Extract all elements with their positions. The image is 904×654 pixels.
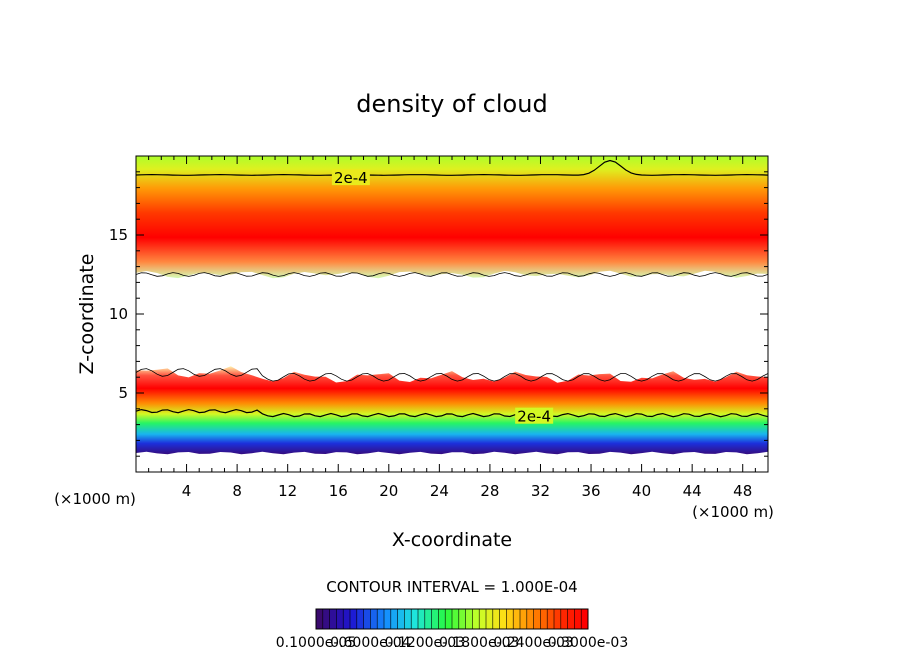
colorbar-frame bbox=[315, 608, 589, 630]
x-tick-label: 24 bbox=[430, 482, 449, 500]
upper-cloud-layer bbox=[136, 156, 768, 279]
colorbar-cell bbox=[560, 609, 569, 629]
colorbar-cell bbox=[445, 609, 453, 629]
colorbar-cell bbox=[329, 609, 337, 629]
colorbar-cell bbox=[513, 609, 521, 629]
colorbar-cell bbox=[554, 609, 562, 629]
cloud-density-field bbox=[136, 156, 768, 472]
colorbar-tick-label: 0.6000e-04 bbox=[330, 635, 411, 651]
colorbar-cell bbox=[397, 609, 405, 629]
colorbar-cell bbox=[472, 609, 480, 629]
x-axis-title: X-coordinate bbox=[392, 529, 512, 551]
colorbar-cell bbox=[533, 609, 541, 629]
colorbar-cell bbox=[499, 609, 507, 629]
colorbar-cell bbox=[540, 609, 548, 629]
x-tick-label: 48 bbox=[733, 482, 752, 500]
contour-label: 2e-4 bbox=[334, 169, 368, 187]
x-tick-label: 16 bbox=[329, 482, 348, 500]
x-tick-label: 8 bbox=[232, 482, 242, 500]
lower-cloud-layer bbox=[136, 366, 768, 455]
colorbar-cell bbox=[492, 609, 501, 629]
colorbar-cell bbox=[411, 609, 419, 629]
x-tick-label: 44 bbox=[683, 482, 702, 500]
contour-lines: 2e-4 2e-4 bbox=[135, 159, 769, 426]
x-unit-label: (×1000 m) bbox=[692, 503, 774, 521]
colorbar-cell bbox=[438, 609, 446, 629]
x-tick-label: 12 bbox=[278, 482, 297, 500]
colorbar-cell bbox=[404, 609, 412, 629]
colorbar-cell bbox=[520, 609, 528, 629]
colorbar-cell bbox=[363, 609, 371, 629]
colorbar-tick-label: 0.1200e-03 bbox=[385, 635, 465, 651]
colorbar-cell bbox=[431, 609, 439, 629]
colorbar-cell bbox=[343, 609, 351, 629]
colorbar-cell bbox=[526, 609, 535, 629]
colorbar-cell bbox=[384, 609, 392, 629]
y-axis-ticks: 5 10 15 bbox=[109, 171, 768, 457]
colorbar-cell bbox=[574, 609, 582, 629]
x-tick-label: 28 bbox=[480, 482, 499, 500]
colorbar-cell bbox=[506, 609, 514, 629]
colorbar-tick-labels: 0.1000e-050.6000e-040.1200e-030.1800e-03… bbox=[276, 635, 628, 651]
colorbar-cell bbox=[458, 609, 467, 629]
colorbar-cell bbox=[479, 609, 487, 629]
colorbar bbox=[315, 608, 589, 630]
contour-line-lower bbox=[135, 408, 769, 418]
x-tick-label: 32 bbox=[531, 482, 550, 500]
x-tick-label: 40 bbox=[632, 482, 651, 500]
colorbar-tick-label: 0.2400e-03 bbox=[493, 635, 573, 651]
colorbar-cell bbox=[377, 609, 385, 629]
colorbar-cell bbox=[486, 609, 494, 629]
z-unit-label: (×1000 m) bbox=[54, 490, 136, 508]
colorbar-cell bbox=[465, 609, 473, 629]
y-tick-label: 5 bbox=[118, 384, 128, 402]
colorbar-cell bbox=[322, 609, 331, 629]
y-tick-label: 10 bbox=[109, 305, 128, 323]
contour-label: 2e-4 bbox=[517, 408, 551, 426]
contour-line-lower-top bbox=[135, 368, 769, 382]
colorbar-cell bbox=[581, 609, 589, 629]
x-axis-ticks: 4 8 12 16 20 24 28 32 36 40 44 48 bbox=[148, 156, 756, 500]
colorbar-tick-label: 0.3000e-03 bbox=[548, 635, 628, 651]
colorbar-cell bbox=[316, 609, 324, 629]
colorbar-cell bbox=[452, 609, 460, 629]
chart-title: density of cloud bbox=[356, 90, 547, 118]
colorbar-cell bbox=[370, 609, 378, 629]
contour-line-upper bbox=[135, 159, 769, 176]
contour-label-bg bbox=[331, 169, 370, 186]
colorbar-tick-label: 0.1800e-03 bbox=[439, 635, 519, 651]
contour-label-bg bbox=[515, 407, 554, 424]
x-tick-label: 36 bbox=[581, 482, 600, 500]
colorbar-cell bbox=[356, 609, 365, 629]
x-tick-label: 20 bbox=[379, 482, 398, 500]
colorbar-cell bbox=[547, 609, 555, 629]
y-tick-label: 15 bbox=[109, 226, 128, 244]
y-axis-title: Z-coordinate bbox=[76, 254, 98, 375]
colorbar-cell bbox=[350, 609, 358, 629]
colorbar-cell bbox=[418, 609, 426, 629]
contour-line-upper-bottom bbox=[135, 272, 769, 277]
contour-interval-label: CONTOUR INTERVAL = 1.000E-04 bbox=[326, 578, 577, 596]
colorbar-cell bbox=[424, 609, 433, 629]
colorbar-cell bbox=[567, 609, 575, 629]
colorbar-tick-label: 0.1000e-05 bbox=[276, 635, 356, 651]
colorbar-cell bbox=[390, 609, 399, 629]
x-tick-label: 4 bbox=[182, 482, 192, 500]
colorbar-cell bbox=[336, 609, 344, 629]
